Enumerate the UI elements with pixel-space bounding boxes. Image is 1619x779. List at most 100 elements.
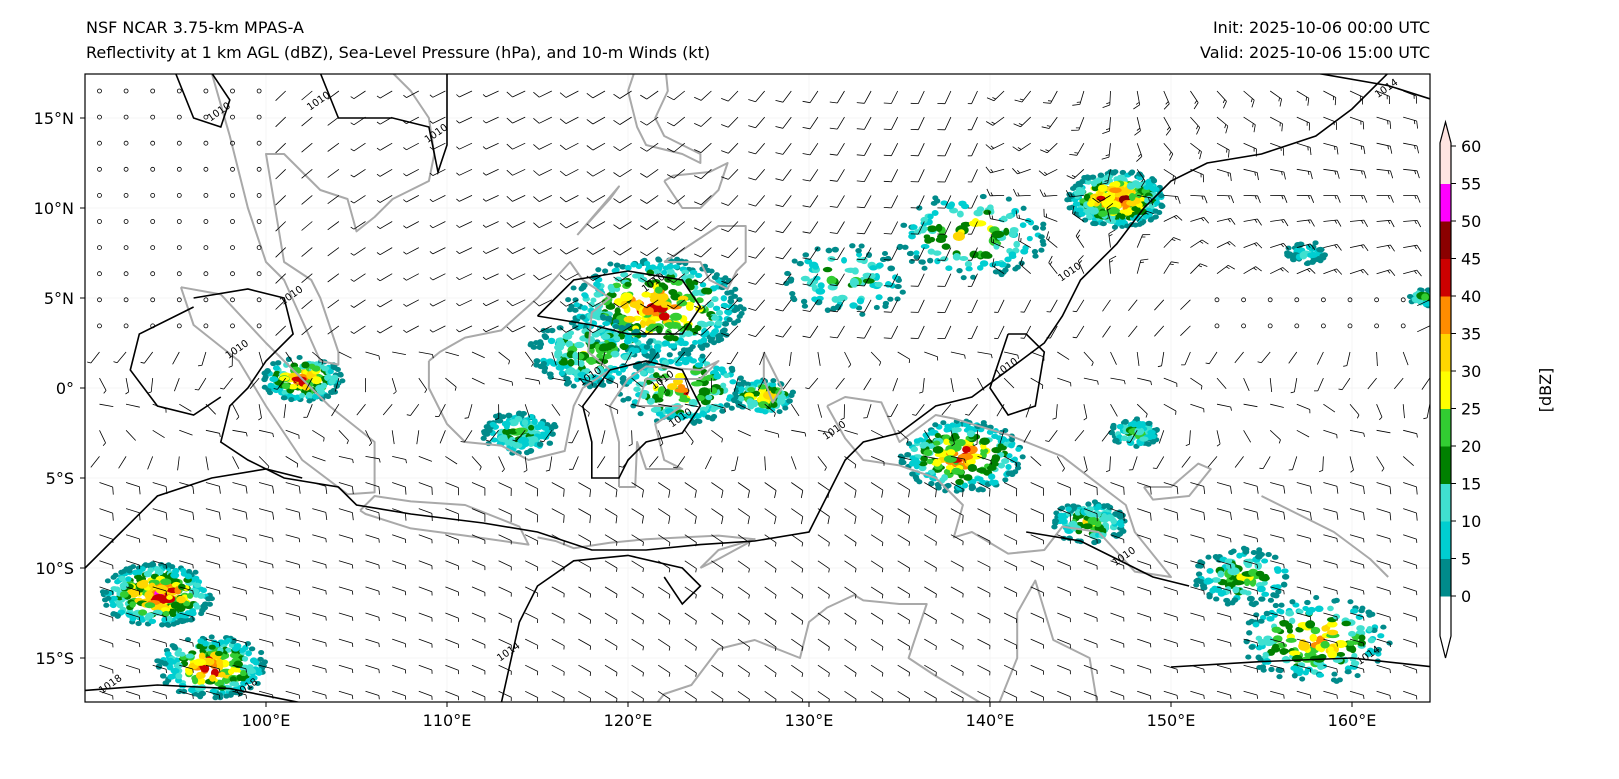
echo-cell: [1081, 217, 1089, 223]
echo-cell: [965, 266, 973, 272]
echo-cell: [1032, 225, 1040, 231]
echo-cell: [619, 264, 627, 270]
echo-cell: [639, 370, 647, 376]
echo-cell: [699, 353, 706, 359]
echo-cell: [974, 476, 984, 482]
echo-cell: [956, 267, 963, 274]
echo-cell: [311, 376, 322, 385]
lat-tick-label: 10°N: [34, 199, 74, 218]
echo-cell: [337, 372, 344, 378]
echo-cell: [825, 247, 833, 254]
colorbar-segment: [1440, 408, 1451, 447]
echo-cell: [1304, 599, 1311, 606]
echo-cell: [1065, 506, 1072, 512]
echo-cell: [184, 573, 192, 580]
echo-cell: [558, 370, 566, 377]
echo-cell: [1347, 599, 1354, 605]
echo-cell: [1365, 609, 1373, 615]
echo-cell: [1083, 193, 1091, 201]
echo-cell: [724, 290, 731, 296]
echo-cell: [119, 582, 129, 589]
echo-cell: [754, 407, 763, 413]
echo-cell: [1255, 654, 1262, 661]
colorbar-tick-label: 25: [1461, 400, 1481, 419]
echo-cell: [148, 618, 157, 624]
echo-cell: [661, 373, 670, 379]
echo-cell: [153, 566, 161, 573]
echo-cell: [144, 602, 156, 609]
echo-cell: [1052, 518, 1060, 524]
colorbar-segment: [1440, 296, 1451, 334]
echo-cell: [537, 339, 544, 345]
colorbar-segment: [1440, 333, 1451, 372]
colorbar-under-extension: [1440, 596, 1451, 658]
echo-cell: [197, 638, 205, 644]
echo-cell: [862, 278, 875, 284]
echo-cell: [802, 252, 810, 258]
echo-cell: [602, 268, 609, 274]
echo-cell: [1008, 442, 1015, 449]
echo-cell: [849, 277, 859, 288]
echo-cell: [789, 290, 796, 297]
echo-cell: [940, 420, 947, 426]
echo-cell: [169, 612, 177, 618]
echo-cell: [713, 372, 722, 380]
echo-cell: [119, 609, 126, 615]
echo-cell: [1158, 193, 1165, 199]
echo-cell: [1101, 198, 1115, 208]
echo-cell: [1245, 654, 1252, 660]
echo-cell: [997, 443, 1004, 449]
echo-cell: [497, 434, 508, 443]
echo-cell: [979, 487, 986, 493]
echo-cell: [1150, 439, 1157, 445]
echo-cell: [1290, 665, 1299, 671]
echo-cell: [699, 410, 706, 417]
echo-cell: [736, 381, 743, 387]
echo-cell: [1087, 200, 1095, 207]
echo-cell: [581, 292, 589, 298]
echo-cell: [169, 564, 176, 570]
echo-cell: [1327, 650, 1337, 659]
echo-cell: [924, 237, 933, 244]
echo-cell: [721, 320, 730, 327]
echo-cell: [572, 297, 579, 303]
echo-cell: [694, 362, 704, 368]
echo-cell: [1026, 235, 1033, 242]
echo-cell: [701, 287, 711, 295]
echo-cell: [715, 309, 724, 316]
echo-cell: [1344, 669, 1352, 675]
echo-cell: [1135, 423, 1143, 429]
echo-cell: [1008, 251, 1017, 258]
echo-cell: [776, 409, 783, 415]
echo-cell: [533, 358, 541, 364]
echo-cell: [927, 257, 934, 264]
echo-cell: [614, 276, 623, 282]
echo-cell: [726, 396, 733, 402]
echo-cell: [955, 478, 964, 486]
echo-cell: [711, 274, 719, 281]
echo-cell: [125, 576, 132, 582]
echo-cell: [657, 386, 667, 396]
echo-cell: [967, 445, 978, 454]
echo-cell: [1422, 300, 1429, 307]
echo-cell: [968, 478, 977, 485]
echo-cell: [208, 634, 215, 640]
echo-cell: [643, 260, 651, 267]
init-time: Init: 2025-10-06 00:00 UTC: [1213, 18, 1430, 37]
echo-cell: [1097, 184, 1108, 193]
echo-cell: [946, 449, 956, 456]
echo-cell: [624, 264, 632, 271]
echo-cell: [178, 651, 186, 657]
echo-cell: [571, 307, 579, 313]
echo-cell: [961, 482, 969, 489]
echo-cell: [918, 461, 928, 467]
echo-cell: [731, 320, 738, 326]
echo-cell: [1203, 578, 1212, 585]
echo-cell: [654, 286, 663, 294]
echo-cell: [921, 265, 928, 271]
echo-cell: [758, 401, 769, 409]
echo-cell: [530, 344, 538, 350]
echo-cell: [856, 297, 865, 305]
echo-cell: [1244, 590, 1252, 596]
echo-cell: [1001, 458, 1010, 464]
